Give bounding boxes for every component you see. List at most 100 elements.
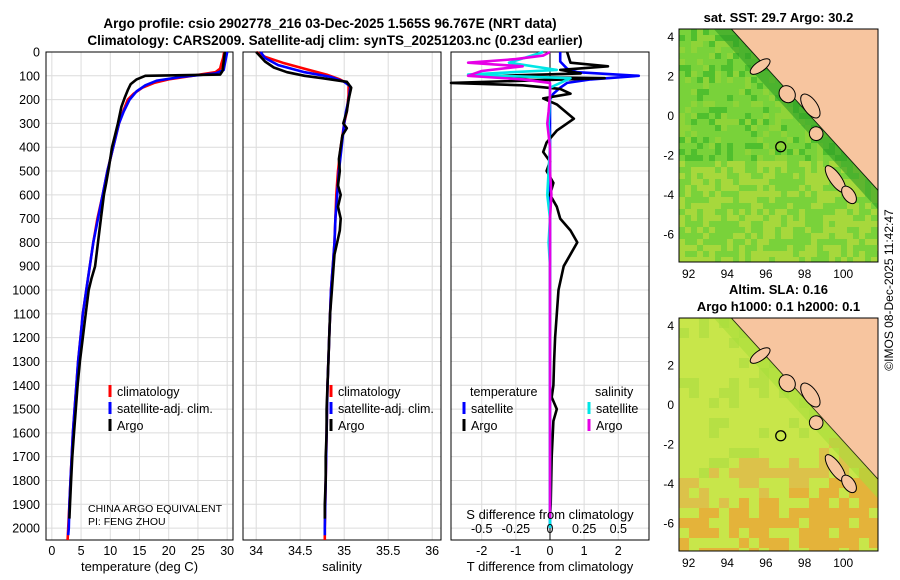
temperature-line-2	[68, 51, 227, 519]
y-tick-label: 700	[19, 212, 40, 226]
map-cell	[757, 161, 763, 167]
map-cell	[729, 448, 739, 458]
y-tick-label: 1100	[13, 307, 40, 321]
x-tick-label: 1	[581, 544, 588, 558]
map-cell	[699, 548, 709, 551]
map-cell	[793, 173, 799, 179]
float-position-marker	[775, 430, 787, 442]
map-cell	[679, 35, 685, 41]
map-cell	[715, 149, 721, 155]
map-cell	[739, 233, 745, 239]
map-cell	[751, 191, 757, 197]
panel-salinity: 34 34.5 35 35.5 36 salinity climatology satelli…	[242, 50, 442, 574]
map-cell	[733, 119, 739, 125]
map-cell	[733, 101, 739, 107]
x-tick-label: 0	[48, 544, 55, 558]
map-cell	[775, 257, 781, 262]
map-cell	[847, 233, 853, 239]
map-cell	[715, 137, 721, 143]
map-cell	[805, 191, 811, 197]
map-cell	[729, 548, 739, 551]
map-cell	[715, 47, 721, 53]
map-cell	[709, 155, 715, 161]
map-cell	[703, 215, 709, 221]
map-cell	[763, 179, 769, 185]
x-tick-label: 5	[78, 544, 85, 558]
map-cell	[739, 173, 745, 179]
map-cell	[859, 508, 869, 518]
y-tick-label: 2000	[12, 522, 40, 536]
map-cell	[859, 528, 869, 538]
annotation-line2: PI: FENG ZHOU	[88, 516, 166, 528]
y-tick-label: 1700	[12, 450, 40, 464]
y-tick-label: 800	[19, 236, 40, 250]
legend-t-satellite-label: satellite	[471, 402, 513, 416]
map-cell	[719, 498, 729, 508]
map-cell	[787, 149, 793, 155]
map-cell	[769, 518, 779, 528]
map-cell	[775, 125, 781, 131]
map-cell	[763, 131, 769, 137]
map-cell	[823, 245, 829, 251]
map-cell	[757, 245, 763, 251]
map-cell	[819, 508, 829, 518]
map-cell	[691, 167, 697, 173]
map-cell	[715, 197, 721, 203]
map-cell	[679, 245, 685, 251]
map-cell	[733, 53, 739, 59]
map-cell	[727, 65, 733, 71]
map-cell	[709, 227, 715, 233]
map-cell	[841, 215, 847, 221]
map-cell	[809, 528, 819, 538]
map-cell	[703, 83, 709, 89]
map-cell	[709, 398, 719, 408]
map-cell	[823, 191, 829, 197]
map-y-tick-label: -6	[663, 516, 674, 530]
map-cell	[715, 125, 721, 131]
panel-map_sla: -6 -4 -2 0 2 4 92 94 96 98 100 Altim. SLA: 0.16 Argo…	[663, 282, 879, 570]
map-cell	[839, 508, 849, 518]
map-cell	[799, 428, 809, 438]
map-cell	[841, 257, 847, 262]
map-cell	[739, 508, 749, 518]
map-cell	[703, 167, 709, 173]
map-cell	[859, 221, 865, 227]
map-cell	[697, 95, 703, 101]
map-cell	[703, 221, 709, 227]
map-cell	[779, 468, 789, 478]
map-cell	[709, 215, 715, 221]
map-cell	[721, 167, 727, 173]
map-cell	[727, 179, 733, 185]
map-cell	[715, 143, 721, 149]
map-cell	[769, 498, 779, 508]
map-cell	[745, 239, 751, 245]
map-cell	[679, 203, 685, 209]
map-cell	[679, 173, 685, 179]
legend-argo-label: Argo	[338, 419, 364, 433]
map-cell	[729, 338, 739, 348]
map-cell	[689, 478, 699, 488]
map-cell	[679, 215, 685, 221]
map-cell	[691, 131, 697, 137]
map-cell	[829, 478, 839, 488]
map-cell	[709, 65, 715, 71]
x-tick-label: 20	[162, 544, 176, 558]
map-cell	[805, 137, 811, 143]
map-cell	[763, 161, 769, 167]
map-cell	[699, 528, 709, 538]
map-cell	[727, 59, 733, 65]
x-axis-label: salinity	[322, 559, 362, 574]
map-cell	[733, 161, 739, 167]
island	[841, 474, 857, 494]
map-cell	[749, 528, 759, 538]
map-cell	[721, 185, 727, 191]
map-cell	[709, 428, 719, 438]
map-cell	[697, 251, 703, 257]
map-cell	[809, 538, 819, 548]
map-cell	[745, 125, 751, 131]
map-y-tick-label: 2	[667, 358, 674, 372]
map-cell	[727, 143, 733, 149]
map-cell	[679, 251, 685, 257]
map-cell	[859, 518, 869, 528]
map-title: Altim. SLA: 0.16	[729, 282, 828, 297]
